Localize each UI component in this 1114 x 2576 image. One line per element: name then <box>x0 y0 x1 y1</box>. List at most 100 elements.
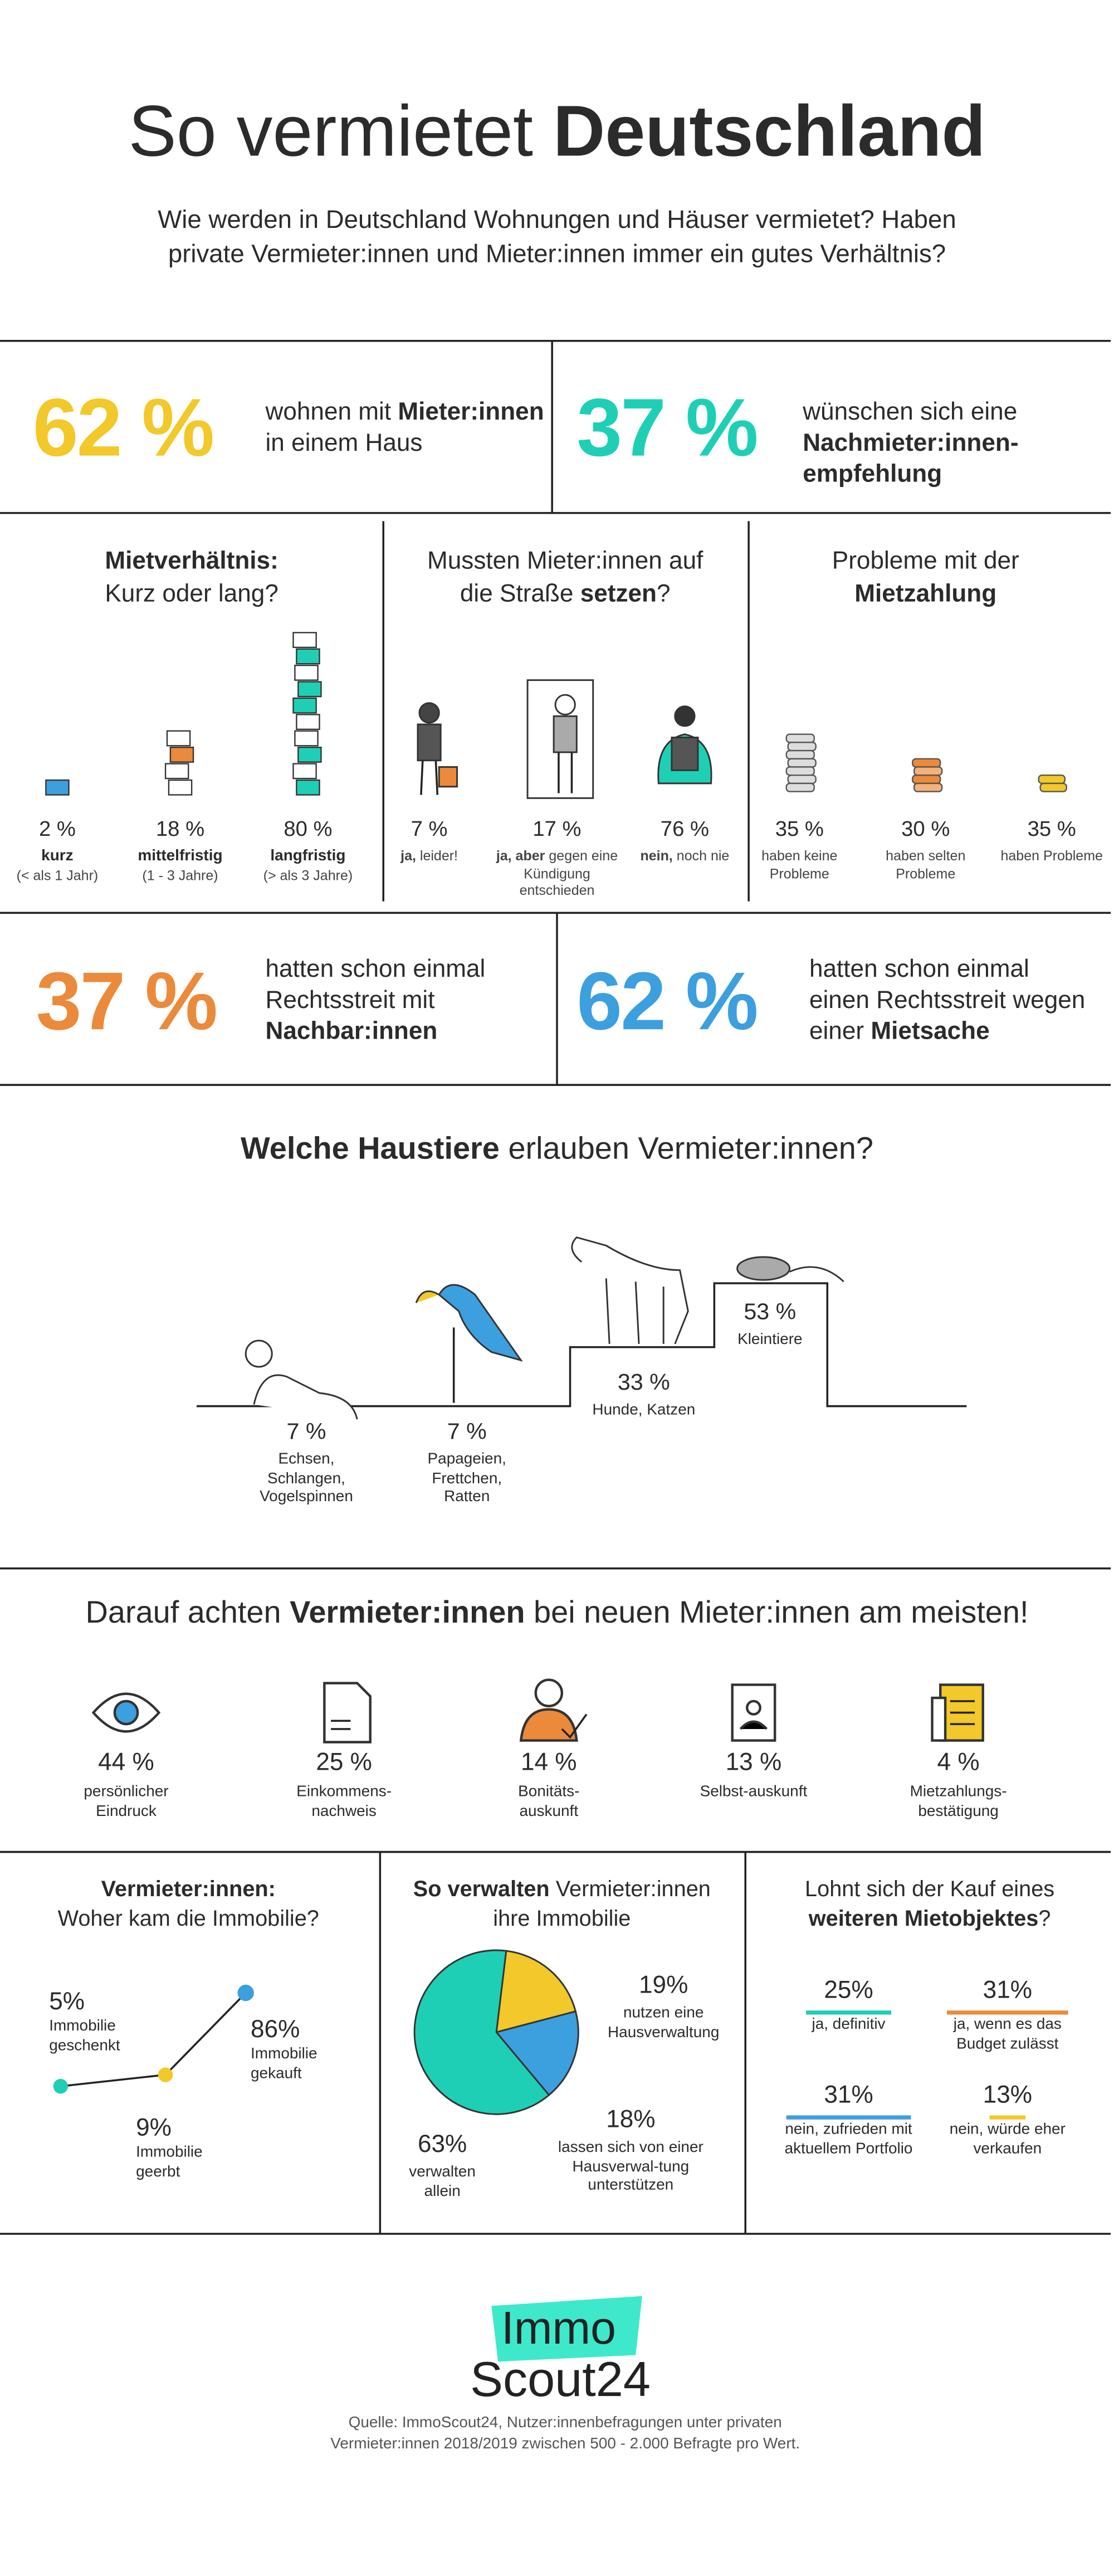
stat-text: hatten schon einmal Rechtsstreit mit Nac… <box>265 954 527 1048</box>
shape <box>196 1282 967 1408</box>
text: 62 % <box>32 382 214 474</box>
text: Mietverhältnis: <box>105 547 278 576</box>
text: erlauben Vermieter:innen? <box>508 1132 873 1167</box>
text: Einkommens-nachweis <box>296 1783 392 1820</box>
shape <box>785 782 815 792</box>
text: Vermieter:innen ihre Immobilie <box>493 1876 711 1931</box>
shape <box>253 1374 358 1420</box>
text: Bonitäts-auskunft <box>518 1783 580 1820</box>
shape <box>438 766 458 788</box>
shape <box>294 664 319 681</box>
text: 18 % <box>155 816 205 841</box>
eviction-item: 76 % nein, noch nie <box>619 816 750 865</box>
section-title: So verwalten Vermieter:innen ihre Immobi… <box>398 1875 726 1934</box>
text: 76 % <box>660 816 709 841</box>
shape <box>491 2296 642 2362</box>
shape <box>418 702 440 724</box>
duration-item: 80 % langfristig (> als 3 Jahre) <box>244 816 372 884</box>
duration-item: 18 % mittelfristig (1 - 3 Jahre) <box>116 816 244 884</box>
shape <box>91 1678 984 1744</box>
text: nein, <box>640 847 673 864</box>
text: nutzen eine Hausverwaltung <box>608 2004 720 2042</box>
section-title: Mussten Mieter:innen auf die Straße setz… <box>409 546 721 611</box>
pie-slice <box>413 1949 550 2115</box>
shape <box>297 747 322 763</box>
shape <box>739 1720 768 1730</box>
shape <box>931 1696 947 1742</box>
pie-slice <box>495 2010 579 2096</box>
text: 25% <box>824 1976 873 2005</box>
shape <box>45 632 322 796</box>
shape <box>296 648 320 665</box>
shape <box>168 779 193 796</box>
shape <box>787 775 817 785</box>
shape <box>787 758 817 768</box>
shape <box>571 1236 689 1345</box>
management-item: 19% nutzen eine Hausverwaltung <box>590 1970 737 2042</box>
text: 18% <box>606 2106 656 2134</box>
text: noch nie <box>676 847 730 864</box>
text: 35 % <box>1027 816 1076 841</box>
criteria-item: 44 % persönlicher Eindruck <box>69 1747 184 1820</box>
shape <box>45 779 70 796</box>
text: ja, definitiv <box>812 2015 886 2034</box>
management-item: 63% verwalten allein <box>393 2129 491 2201</box>
pie-slice <box>495 1950 577 2034</box>
text: Nachbar:innen <box>265 1017 438 1046</box>
text: wünschen sich eine <box>803 398 1018 426</box>
text: hatten schon einmal einen Rechtsstreit w… <box>809 955 1086 1046</box>
text: 5% <box>49 1988 85 2016</box>
origin-item: 5% Immobilie geschenkt <box>49 1986 147 2056</box>
shape <box>519 1708 578 1742</box>
shape <box>1038 775 1066 785</box>
text: Immobilie geschenkt <box>49 2017 120 2054</box>
text: 19% <box>639 1971 688 2000</box>
shape <box>912 758 941 768</box>
text: Immobilie gekauft <box>251 2045 317 2082</box>
text: Deutschland <box>553 91 986 172</box>
criteria-item: 4 % Mietzahlungs-bestätigung <box>901 1747 1016 1820</box>
text: mittelfristig <box>138 847 223 865</box>
text: Selbst-auskunft <box>700 1783 808 1801</box>
text: kurz <box>41 847 74 865</box>
pet-item: 7 % Papageien, Frettchen, Ratten <box>408 1416 526 1507</box>
divider <box>434 760 439 795</box>
text: 2 % <box>38 816 76 841</box>
shape <box>912 775 941 785</box>
criteria-item: 13 % Selbst-auskunft <box>696 1747 811 1802</box>
text: haben selten Probleme <box>886 847 966 881</box>
shape <box>158 2067 173 2082</box>
shape <box>553 715 578 753</box>
text: haben Probleme <box>1000 847 1103 864</box>
stat-text: wünschen sich eine Nachmieter:innen-empf… <box>803 397 1032 490</box>
shape <box>438 1284 523 1362</box>
text: ? <box>1038 1906 1051 1931</box>
shape <box>296 779 320 796</box>
shape <box>415 1290 439 1303</box>
purchase-item: 31% nein, zufrieden mit aktuellem Portfol… <box>778 2080 919 2158</box>
text: haben keine Probleme <box>761 847 838 881</box>
section-title: Lohnt sich der Kauf eines weiteren Mieto… <box>770 1875 1089 1934</box>
text: (> als 3 Jahre) <box>263 866 353 883</box>
section-title: Mietverhältnis: Kurz oder lang? <box>28 546 355 611</box>
text: Immobilie geerbt <box>136 2144 203 2181</box>
pet-item: 53 % Kleintiere <box>721 1296 819 1350</box>
divider <box>420 760 424 795</box>
shape <box>554 694 576 715</box>
shape <box>561 1713 588 1739</box>
stat-text: wohnen mit Mieter:innen in einem Haus <box>265 397 547 459</box>
shape <box>296 714 320 731</box>
text: Kleintiere <box>737 1331 803 1349</box>
shape <box>292 763 317 780</box>
text: 7 % <box>411 816 448 841</box>
text: 37 % <box>36 955 218 1048</box>
text: verwalten allein <box>409 2163 476 2200</box>
shape <box>785 733 1067 792</box>
shape <box>294 730 319 747</box>
text: 35 % <box>775 816 824 841</box>
shape <box>297 681 322 698</box>
shape <box>785 733 815 743</box>
text: Quelle: ImmoScout24, Nutzer:innenbefragu… <box>330 2414 800 2453</box>
